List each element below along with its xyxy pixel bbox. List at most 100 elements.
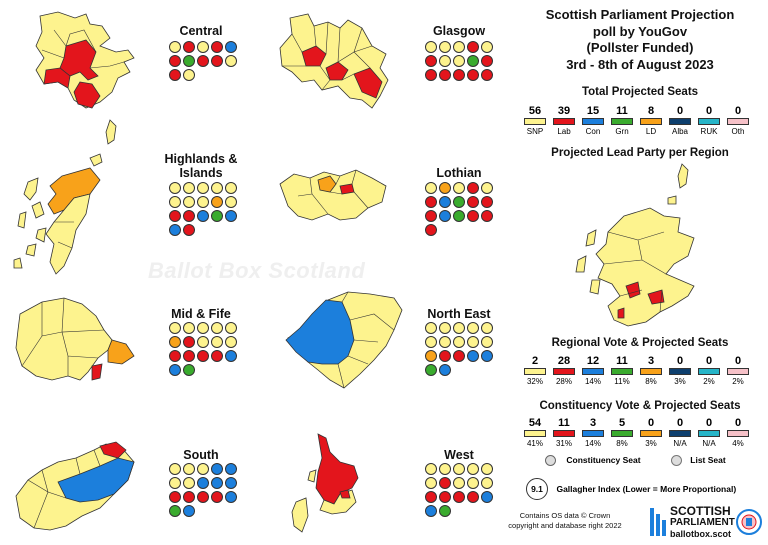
vote-share: 3% — [645, 439, 657, 448]
seat-dot — [211, 491, 223, 503]
seat-dot — [169, 477, 181, 489]
region-seats-central — [169, 41, 238, 81]
scotland-lead-party-map — [568, 160, 718, 330]
seat-dot — [169, 196, 181, 208]
seat-dot — [453, 69, 465, 81]
vote-share: 28% — [555, 377, 572, 386]
vote-share: 41% — [526, 439, 543, 448]
party-swatch — [582, 368, 604, 375]
seat-dot — [439, 491, 451, 503]
seat-dot — [481, 41, 493, 53]
seat-dot — [211, 477, 223, 489]
seat-dot — [183, 196, 195, 208]
vote-share: N/A — [702, 439, 716, 448]
seat-type-legend: Constituency Seat List Seat — [545, 455, 726, 467]
logo-mark-icon — [648, 506, 668, 538]
seat-dot — [467, 55, 479, 67]
party-swatch — [640, 118, 662, 125]
party-swatch — [640, 430, 662, 437]
seat-count: 54 — [528, 417, 542, 429]
seat-dot — [183, 182, 195, 194]
seat-dot — [169, 364, 181, 376]
region-seats-mid-fife — [169, 322, 238, 376]
seat-dot — [439, 196, 451, 208]
party-swatch — [611, 118, 633, 125]
seat-dot — [211, 182, 223, 194]
seat-dot — [453, 477, 465, 489]
seat-count: 2 — [531, 355, 539, 367]
seat-dot — [453, 350, 465, 362]
party-swatch — [611, 430, 633, 437]
party-label: LD — [645, 127, 657, 136]
seat-dot — [425, 477, 437, 489]
vote-share: 2% — [732, 377, 744, 386]
seat-dot — [439, 69, 451, 81]
seat-dot — [211, 463, 223, 475]
seat-dot — [183, 491, 195, 503]
logo-text-line-2: PARLIAMENT — [670, 517, 735, 528]
party-swatch — [669, 368, 691, 375]
seat-count: 8 — [647, 105, 655, 117]
vote-share: 31% — [555, 439, 572, 448]
seat-dot — [453, 182, 465, 194]
seat-dot — [169, 491, 181, 503]
region-title-highlands-islands: Highlands & Islands — [164, 152, 238, 180]
seat-dot — [453, 491, 465, 503]
seat-dot — [439, 182, 451, 194]
seat-dot — [183, 350, 195, 362]
seat-dot — [425, 69, 437, 81]
seat-count: 0 — [734, 355, 742, 367]
os-credit-line-1: Contains OS data © Crown — [519, 511, 611, 520]
seat-dot — [211, 41, 223, 53]
seat-dot — [467, 463, 479, 475]
seat-dot — [197, 336, 209, 348]
seat-count: 11 — [616, 105, 628, 117]
seat-dot — [225, 210, 237, 222]
seat-dot — [183, 336, 195, 348]
watermark: Ballot Box Scotland — [148, 258, 366, 283]
seat-count: 0 — [734, 417, 742, 429]
west-region-map — [288, 432, 368, 542]
region-title-lothian: Lothian — [436, 166, 482, 180]
vote-share: 4% — [732, 439, 744, 448]
seat-count: 39 — [557, 105, 571, 117]
total-seats-heading: Total Projected Seats — [581, 86, 699, 98]
ballot-box-scotland-logo: SCOTTISH PARLIAMENT ballotbox.scot — [648, 502, 764, 542]
seat-count: 56 — [528, 105, 542, 117]
seat-dot — [211, 210, 223, 222]
seat-dot — [183, 69, 195, 81]
seat-count: 28 — [557, 355, 571, 367]
seat-dot — [169, 182, 181, 194]
region-seats-south — [169, 463, 238, 517]
seat-dot — [467, 336, 479, 348]
vote-share: 14% — [584, 439, 601, 448]
seat-dot — [453, 55, 465, 67]
seat-count: 0 — [705, 105, 713, 117]
vote-share: 3% — [674, 377, 686, 386]
highlands-islands-region-map — [10, 118, 120, 278]
seat-dot — [439, 210, 451, 222]
seat-count: 11 — [558, 417, 570, 429]
seat-dot — [225, 41, 237, 53]
seat-dot — [225, 350, 237, 362]
party-swatch — [698, 430, 720, 437]
seat-dot — [425, 505, 437, 517]
seat-dot — [467, 196, 479, 208]
total-seats-table: 56 39 15 11 8 0 0 0 SNP Lab Con Grn LD Alba RUK Oth — [522, 105, 751, 137]
vote-share: 8% — [616, 439, 628, 448]
seat-dot — [439, 336, 451, 348]
seat-dot — [183, 477, 195, 489]
seat-count: 12 — [586, 355, 600, 367]
seat-dot — [467, 322, 479, 334]
logo-ring-icon — [735, 504, 763, 540]
seat-dot — [425, 55, 437, 67]
seat-count: 0 — [705, 355, 713, 367]
seat-dot — [439, 477, 451, 489]
seat-dot — [425, 196, 437, 208]
seat-dot — [481, 196, 493, 208]
seat-dot — [183, 463, 195, 475]
gallagher-label: Gallagher Index (Lower = More Proportion… — [556, 484, 737, 494]
seat-dot — [425, 224, 437, 236]
party-swatch — [524, 430, 546, 437]
seat-dot — [481, 69, 493, 81]
